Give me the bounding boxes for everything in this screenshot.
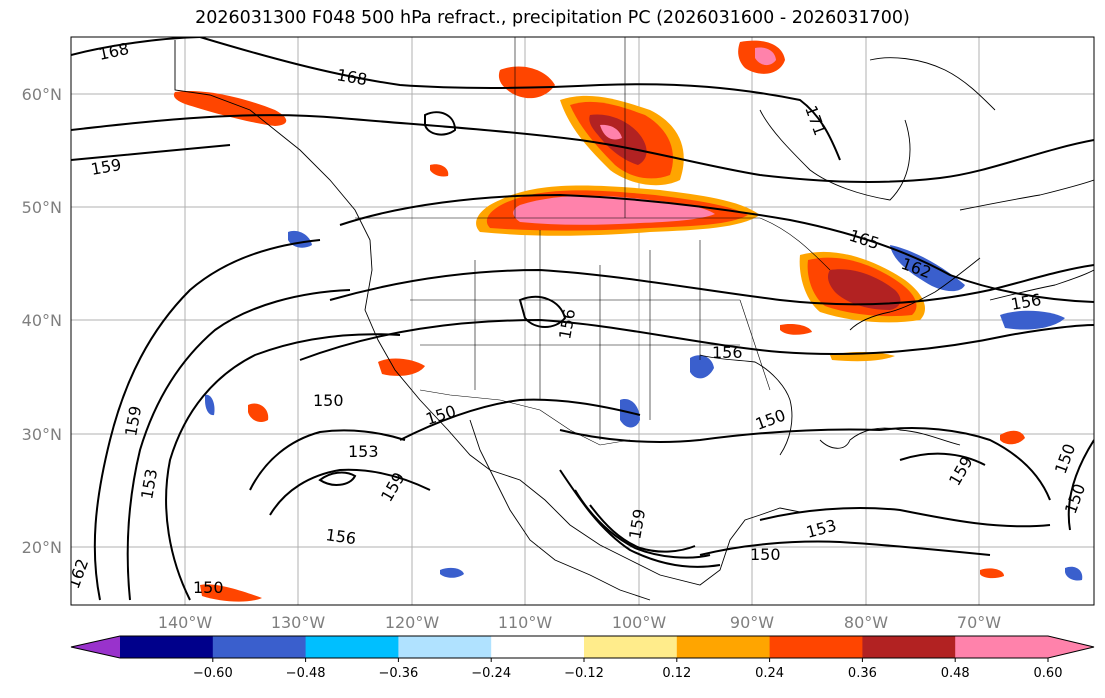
longitude-labels: 140°W 130°W 120°W 110°W 100°W 90°W 80°W … [158,613,1001,632]
contour-label: 156 [324,525,357,548]
lat-label: 40°N [22,311,62,330]
lon-label: 130°W [271,613,326,632]
colorbar-swatch [862,636,956,658]
colorbar: −0.60 −0.48 −0.36 −0.24 −0.12 0.12 0.24 0.36 0.4… [70,635,1095,681]
colorbar-swatch [769,636,863,658]
colorbar-tick-label: 0.48 [941,666,970,681]
lat-label: 20°N [22,538,62,557]
lon-label: 110°W [498,613,553,632]
colorbar-swatch [676,636,771,658]
latitude-labels: 60°N 50°N 40°N 30°N 20°N [22,85,62,557]
colorbar-outline [70,635,1095,659]
colorbar-tick-label: 0.60 [1034,666,1063,681]
colorbar-extend-high [1048,636,1094,658]
colorbar-swatch [212,636,307,658]
contour-label: 153 [348,442,379,461]
lon-label: 90°W [730,613,774,632]
colorbar-swatch [584,636,678,658]
colorbar-swatch [305,636,399,658]
lat-label: 30°N [22,425,62,444]
contour-labels: 168 168 171 159 165 162 156 156 156 150 … [71,39,1089,597]
colorbar-tick-label: 0.12 [662,666,691,681]
coastlines [174,40,1094,601]
refractivity-contours [71,37,1094,601]
lat-label: 50°N [22,198,62,217]
lon-label: 80°W [844,613,888,632]
contour-label: 150 [750,545,781,564]
lat-label: 60°N [22,85,62,104]
lon-label: 120°W [385,613,440,632]
colorbar-swatch [955,636,1049,658]
figure-title: 2026031300 F048 500 hPa refract., precip… [195,8,910,28]
lon-label: 100°W [612,613,667,632]
contour-label: 150 [313,391,344,410]
colorbar-tick-label: 0.24 [755,666,784,681]
lon-label: 140°W [158,613,213,632]
colorbar-tick-label: −0.60 [193,666,233,681]
colorbar-tick-label: −0.12 [564,666,604,681]
map-frame [70,36,1095,606]
colorbar-tick-label: 0.36 [848,666,877,681]
colorbar-tick-label: −0.48 [286,666,326,681]
colorbar-swatch [120,636,214,658]
contour-label: 150 [193,578,224,597]
colorbar-extend-low [71,636,120,658]
colorbar-swatch [398,636,492,658]
contour-label: 156 [712,343,743,362]
colorbar-tick-label: −0.24 [471,666,511,681]
borders [355,37,831,446]
colorbar-tick-label: −0.36 [378,666,418,681]
colorbar-swatch [491,636,585,658]
lon-label: 70°W [957,613,1001,632]
